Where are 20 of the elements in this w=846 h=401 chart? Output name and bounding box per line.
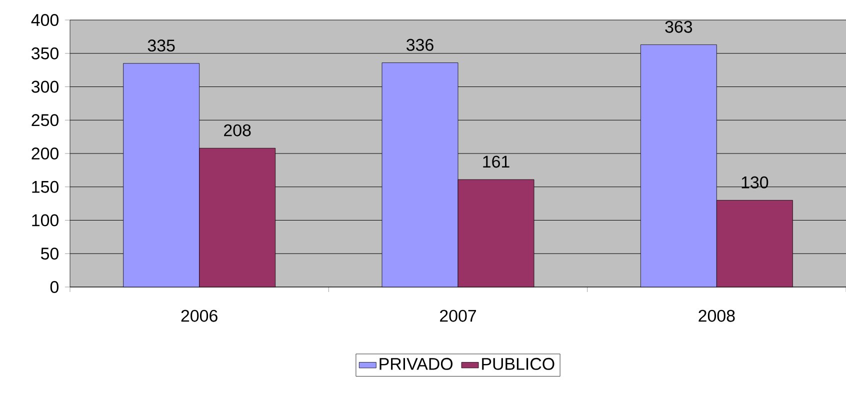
y-tick-label: 400 [31,14,58,26]
y-tick-label: 350 [32,47,58,60]
x-tick-label: 2008 [698,310,735,322]
x-tick-label: 2006 [181,310,218,322]
y-tick-label: 250 [32,114,58,126]
data-label: 336 [406,38,434,51]
data-label: 335 [148,40,175,52]
data-label: 208 [224,124,251,136]
y-tick-label: 150 [32,180,58,193]
y-tick-label: 200 [32,148,58,160]
data-label: 130 [742,176,768,188]
y-tick-label: 300 [32,80,58,93]
y-tick-label: 50 [40,248,58,260]
legend-label: PUBLICO [482,358,554,370]
y-tick-label: 100 [32,214,58,226]
y-tick-label: 0 [50,281,58,293]
data-label: 161 [483,156,510,168]
legend-label: PRIVADO [380,358,453,370]
data-label: 363 [665,20,692,33]
x-tick-label: 2007 [440,310,476,322]
